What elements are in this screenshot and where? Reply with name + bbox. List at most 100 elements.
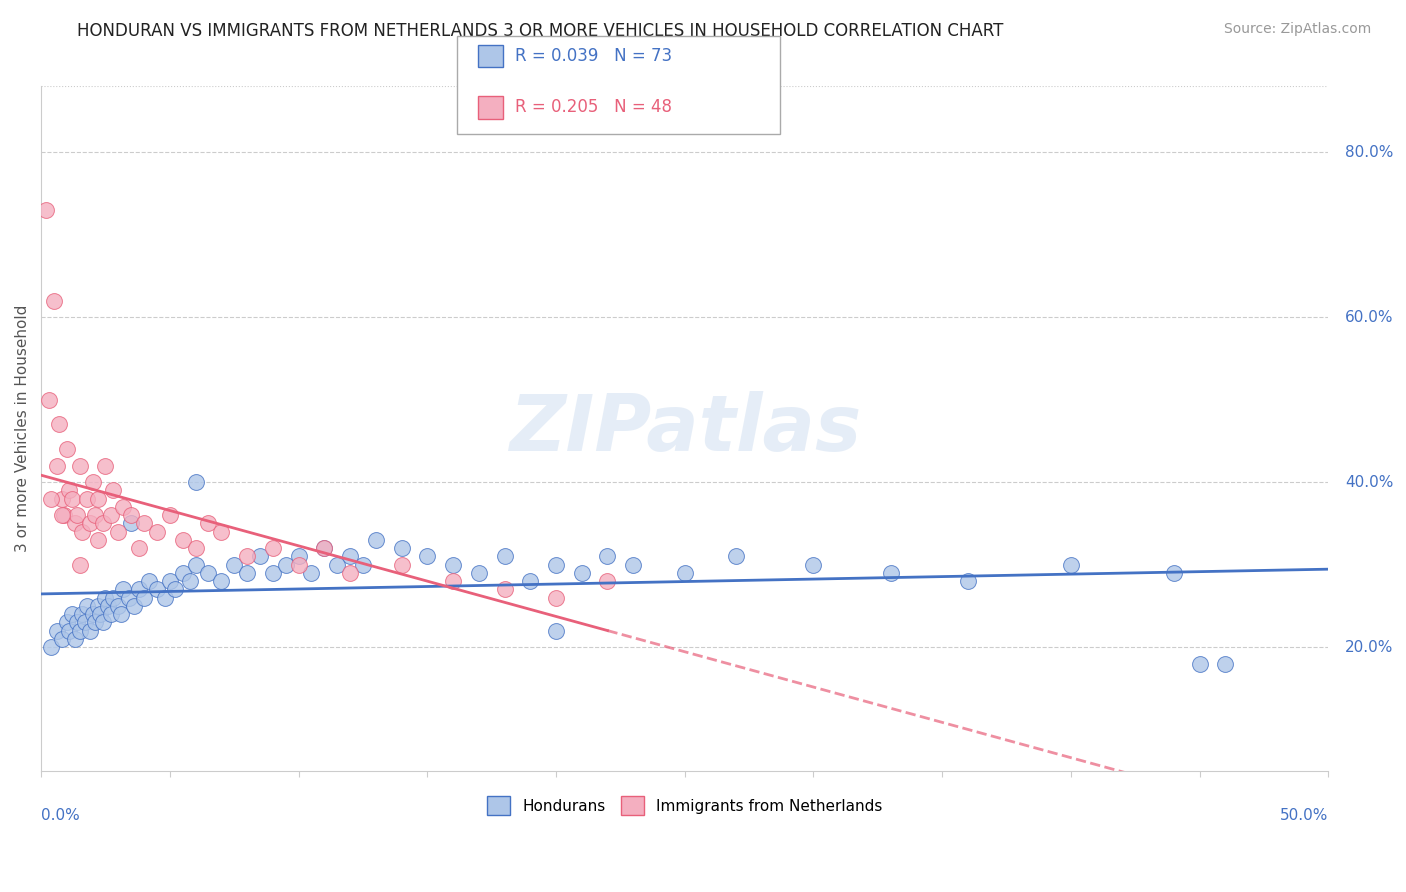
Point [352, 558, 374, 572]
Point [153, 591, 176, 605]
Point [76, 599, 98, 613]
Point [56, 442, 79, 457]
Point [35, 202, 58, 217]
Point [42, 293, 65, 308]
Point [128, 582, 150, 597]
Text: Source: ZipAtlas.com: Source: ZipAtlas.com [1223, 22, 1371, 37]
Point [326, 558, 349, 572]
Point [110, 607, 132, 621]
Point [391, 558, 413, 572]
Point [1163, 566, 1185, 580]
Point [197, 566, 219, 580]
Point [441, 574, 464, 588]
Point [879, 566, 901, 580]
Point [117, 591, 139, 605]
Point [209, 574, 232, 588]
Point [91, 615, 114, 630]
Point [544, 558, 567, 572]
Point [63, 516, 86, 531]
Point [262, 566, 284, 580]
Point [236, 566, 259, 580]
Point [1188, 657, 1211, 671]
Point [41, 491, 63, 506]
Point [519, 574, 541, 588]
Point [94, 591, 117, 605]
Point [63, 632, 86, 646]
Point [299, 566, 322, 580]
Legend: Hondurans, Immigrants from Netherlands: Hondurans, Immigrants from Netherlands [481, 790, 889, 822]
Point [725, 549, 748, 564]
Point [51, 632, 73, 646]
Point [184, 541, 207, 555]
Point [38, 392, 60, 407]
Point [58, 483, 80, 498]
Point [184, 475, 207, 489]
Point [673, 566, 696, 580]
Point [146, 582, 169, 597]
Point [544, 591, 567, 605]
Text: HONDURAN VS IMMIGRANTS FROM NETHERLANDS 3 OR MORE VEHICLES IN HOUSEHOLD CORRELAT: HONDURAN VS IMMIGRANTS FROM NETHERLANDS … [77, 22, 1004, 40]
Point [82, 607, 104, 621]
Point [314, 541, 336, 555]
Point [314, 541, 336, 555]
Point [107, 524, 129, 539]
Point [197, 516, 219, 531]
Text: 50.0%: 50.0% [1279, 808, 1329, 823]
Point [79, 624, 101, 638]
Point [120, 516, 142, 531]
Point [138, 574, 160, 588]
Point [468, 566, 491, 580]
Point [441, 558, 464, 572]
Point [69, 624, 91, 638]
Point [45, 458, 67, 473]
Text: 80.0%: 80.0% [1346, 145, 1393, 160]
Point [60, 491, 83, 506]
Point [58, 624, 80, 638]
Point [51, 491, 73, 506]
Point [1060, 558, 1083, 572]
Point [159, 508, 181, 522]
Point [159, 574, 181, 588]
Point [66, 615, 89, 630]
Point [128, 541, 150, 555]
Point [122, 599, 145, 613]
Y-axis label: 3 or more Vehicles in Household: 3 or more Vehicles in Household [15, 305, 30, 552]
Point [87, 599, 110, 613]
Point [84, 615, 107, 630]
Point [416, 549, 439, 564]
Point [596, 549, 619, 564]
Point [89, 607, 111, 621]
Point [100, 508, 122, 522]
Point [364, 533, 387, 547]
Point [87, 533, 110, 547]
Point [391, 541, 413, 555]
Text: R = 0.205   N = 48: R = 0.205 N = 48 [515, 98, 672, 117]
Point [56, 615, 79, 630]
Point [72, 607, 94, 621]
Point [224, 558, 246, 572]
Point [803, 558, 825, 572]
Point [596, 574, 619, 588]
Point [41, 640, 63, 654]
Point [274, 558, 297, 572]
Point [287, 549, 309, 564]
Point [100, 607, 122, 621]
Point [76, 491, 98, 506]
Point [84, 508, 107, 522]
Point [73, 615, 96, 630]
Point [494, 549, 516, 564]
Point [571, 566, 593, 580]
Point [120, 508, 142, 522]
Point [69, 558, 91, 572]
Point [97, 599, 120, 613]
Point [249, 549, 271, 564]
Point [91, 516, 114, 531]
Point [132, 591, 155, 605]
Text: ZIPatlas: ZIPatlas [509, 391, 860, 467]
Point [82, 475, 104, 489]
Text: 0.0%: 0.0% [41, 808, 80, 823]
Point [1215, 657, 1237, 671]
Point [112, 500, 135, 514]
Point [209, 524, 232, 539]
Point [103, 591, 125, 605]
